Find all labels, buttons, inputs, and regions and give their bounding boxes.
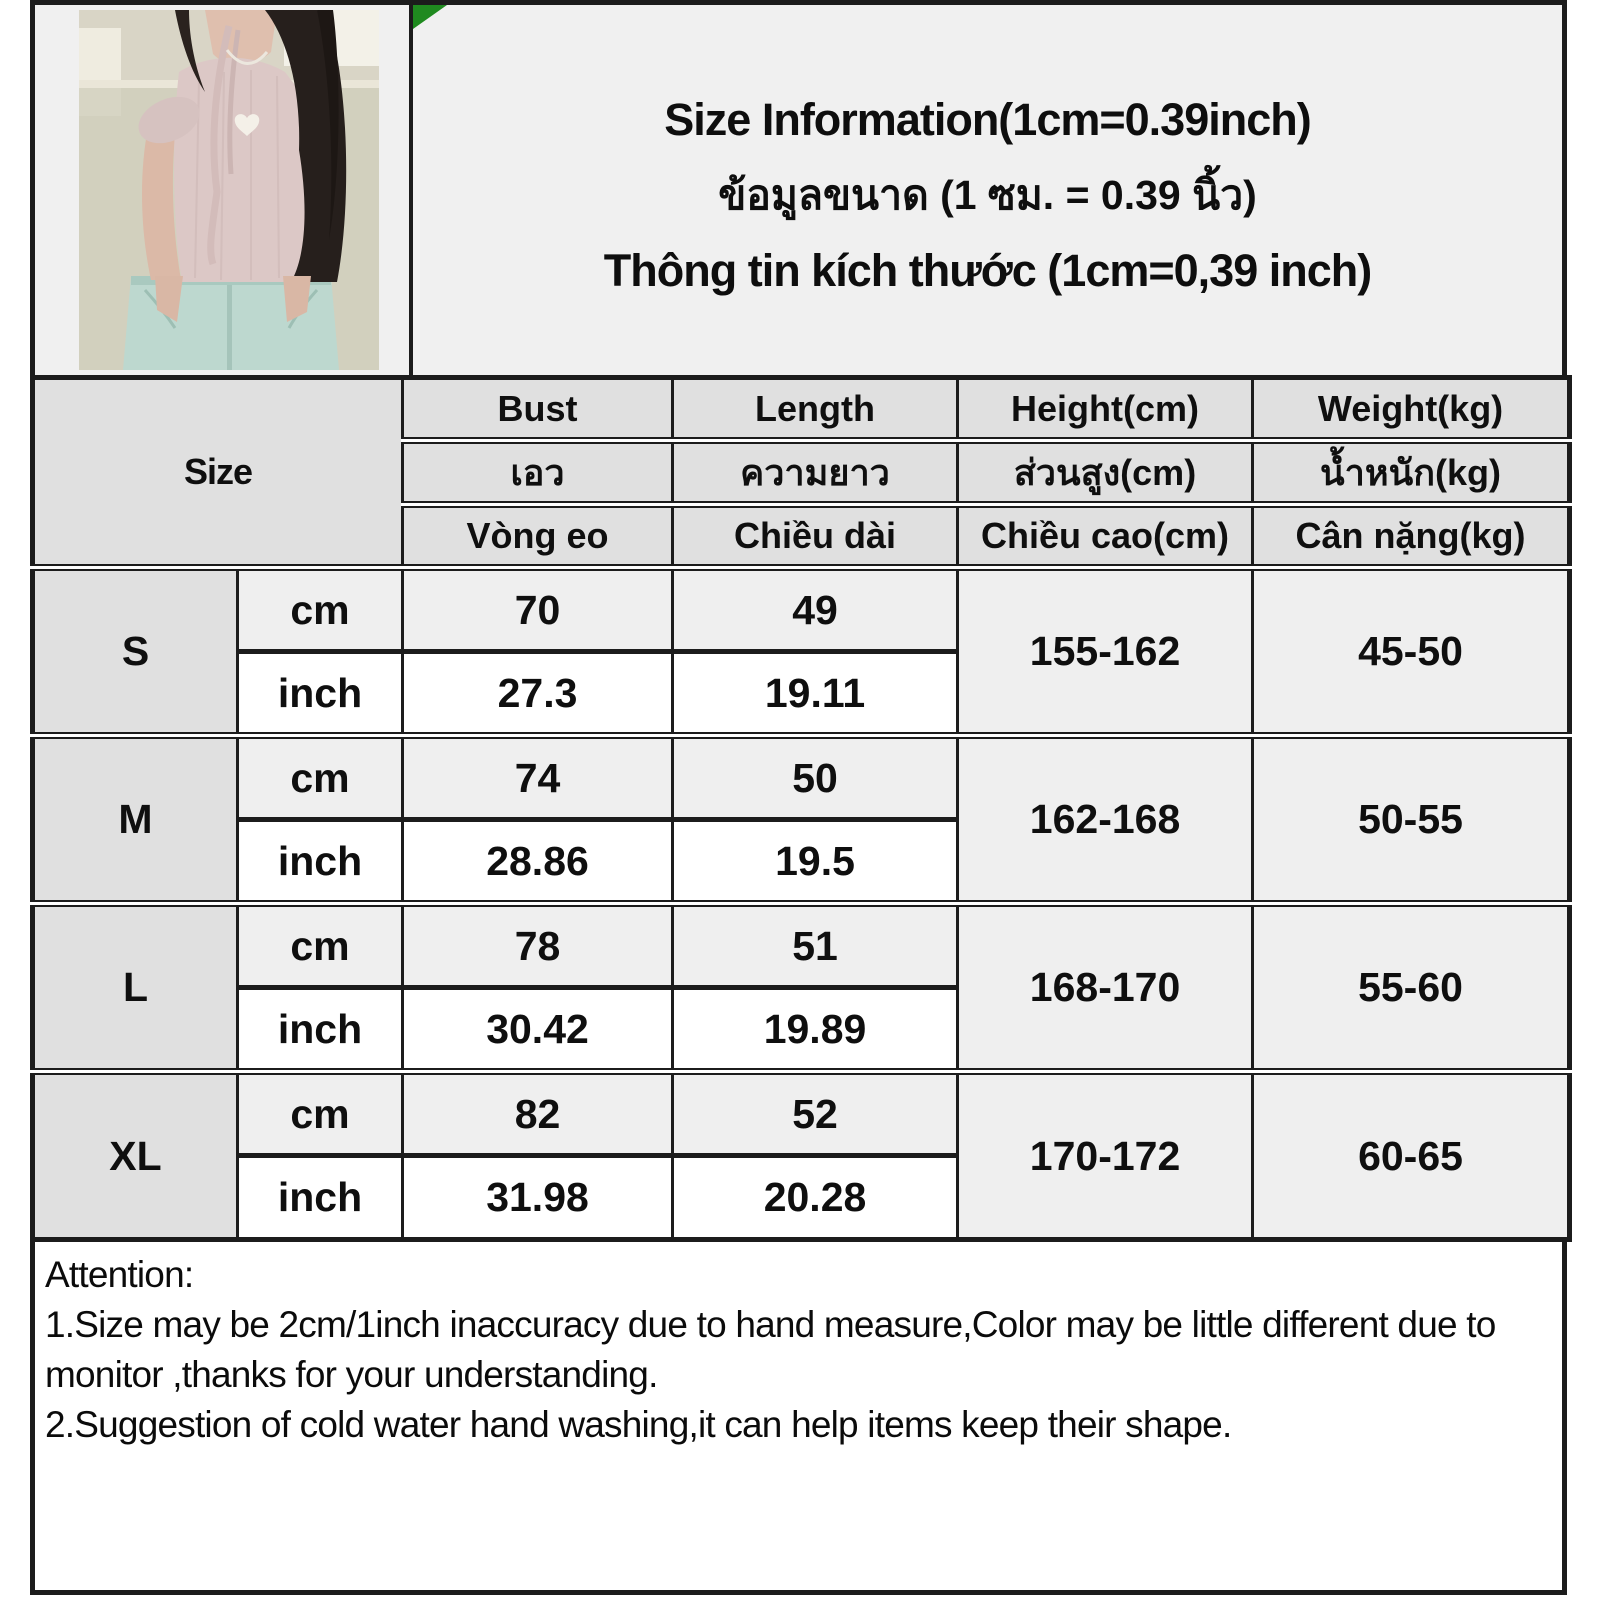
header-row-thai: เอว ความยาว ส่วนสูง(cm) น้ำหนัก(kg) — [33, 437, 1572, 506]
weight-range-cell: 45-50 — [1251, 564, 1572, 737]
height-range-cell: 155-162 — [956, 564, 1255, 737]
product-photo-illustration — [79, 10, 379, 370]
row-xl-inch: inch 31.98 20.28 — [33, 1153, 1570, 1241]
value-cell-bust: 31.98 — [401, 1153, 675, 1241]
unit-cell: inch — [235, 1153, 405, 1241]
value-cell-length: 52 — [671, 1068, 960, 1157]
size-cell: XL — [31, 1068, 239, 1241]
weight-range-cell: 60-65 — [1251, 1068, 1572, 1241]
weight-range-cell: 55-60 — [1251, 900, 1572, 1073]
height-range-cell: 168-170 — [956, 900, 1255, 1073]
unit-cell: inch — [235, 649, 405, 737]
col-header-bust-vi: Vòng eo — [401, 501, 675, 569]
product-photo — [79, 10, 379, 370]
row-s-cm: S cm 70 49 155-162 45-50 — [31, 564, 1572, 737]
value-cell-length: 20.28 — [671, 1153, 960, 1241]
value-cell-bust: 74 — [401, 732, 675, 821]
unit-cell: cm — [235, 1068, 405, 1157]
height-range-cell: 170-172 — [956, 1068, 1255, 1241]
value-cell-bust: 70 — [401, 564, 675, 653]
row-m-inch: inch 28.86 19.5 — [33, 817, 1570, 905]
col-header-height-en: Height(cm) — [956, 376, 1255, 442]
value-cell-length: 50 — [671, 732, 960, 821]
header-section: Size Information(1cm=0.39inch) ข้อมูลขนา… — [30, 0, 1567, 375]
unit-cell: cm — [235, 900, 405, 989]
col-header-bust-th: เอว — [401, 437, 675, 506]
size-cell: S — [31, 564, 239, 737]
title-vietnamese: Thông tin kích thước (1cm=0,39 inch) — [603, 244, 1372, 296]
unit-cell: cm — [235, 564, 405, 653]
header-row-english: Size Bust Length Height(cm) Weight(kg) — [30, 376, 1572, 569]
weight-range-cell: 50-55 — [1251, 732, 1572, 905]
row-s-inch: inch 27.3 19.11 — [33, 649, 1570, 737]
row-l-cm: L cm 78 51 168-170 55-60 — [31, 900, 1572, 1073]
col-header-length-th: ความยาว — [671, 437, 960, 506]
height-range-cell: 162-168 — [956, 732, 1255, 905]
unit-cell: inch — [235, 817, 405, 905]
row-m-cm: M cm 74 50 162-168 50-55 — [31, 732, 1572, 905]
value-cell-length: 19.11 — [671, 649, 960, 737]
value-cell-length: 19.89 — [671, 985, 960, 1073]
size-cell: L — [31, 900, 239, 1073]
size-cell: M — [31, 732, 239, 905]
size-chart-sheet: Size Information(1cm=0.39inch) ข้อมูลขนา… — [30, 0, 1573, 1595]
header-row-vietnamese: Vòng eo Chiều dài Chiều cao(cm) Cân nặng… — [33, 501, 1572, 569]
attention-note-1: 1.Size may be 2cm/1inch inaccuracy due t… — [45, 1304, 1496, 1395]
row-l-inch: inch 30.42 19.89 — [33, 985, 1570, 1073]
value-cell-bust: 82 — [401, 1068, 675, 1157]
col-header-length-en: Length — [671, 376, 960, 442]
attention-box: Attention: 1.Size may be 2cm/1inch inacc… — [30, 1242, 1567, 1595]
green-corner-marker — [413, 5, 447, 29]
col-header-bust-en: Bust — [401, 376, 675, 442]
title-thai: ข้อมูลขนาด (1 ซม. = 0.39 นิ้ว) — [718, 171, 1257, 218]
col-header-height-th: ส่วนสูง(cm) — [956, 437, 1255, 506]
unit-cell: cm — [235, 732, 405, 821]
value-cell-bust: 78 — [401, 900, 675, 989]
col-header-weight-th: น้ำหนัก(kg) — [1251, 437, 1572, 506]
row-xl-cm: XL cm 82 52 170-172 60-65 — [31, 1068, 1572, 1241]
col-header-weight-en: Weight(kg) — [1251, 376, 1572, 442]
col-header-weight-vi: Cân nặng(kg) — [1251, 501, 1572, 569]
value-cell-bust: 27.3 — [401, 649, 675, 737]
product-photo-cell — [35, 5, 413, 375]
title-english: Size Information(1cm=0.39inch) — [664, 93, 1311, 145]
value-cell-bust: 28.86 — [401, 817, 675, 905]
attention-note-2: 2.Suggestion of cold water hand washing,… — [45, 1404, 1232, 1445]
col-header-length-vi: Chiều dài — [671, 501, 960, 569]
size-table: Size Bust Length Height(cm) Weight(kg) เ… — [30, 375, 1573, 1242]
attention-heading: Attention: — [45, 1254, 194, 1295]
size-header-cell: Size — [30, 376, 405, 569]
title-block: Size Information(1cm=0.39inch) ข้อมูลขนา… — [413, 5, 1562, 375]
value-cell-length: 49 — [671, 564, 960, 653]
value-cell-length: 51 — [671, 900, 960, 989]
value-cell-length: 19.5 — [671, 817, 960, 905]
unit-cell: inch — [235, 985, 405, 1073]
value-cell-bust: 30.42 — [401, 985, 675, 1073]
col-header-height-vi: Chiều cao(cm) — [956, 501, 1255, 569]
